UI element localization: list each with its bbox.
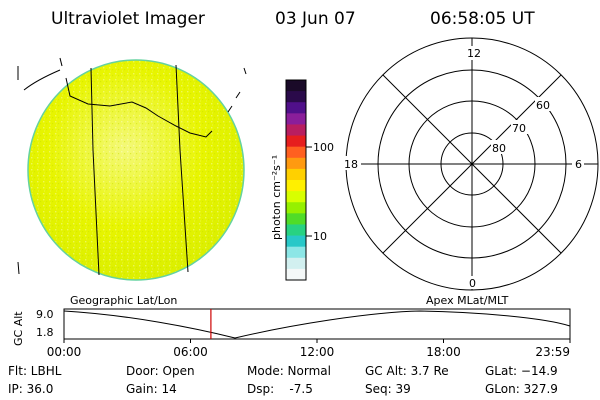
info-gain: Gain: 14: [126, 382, 177, 396]
lat-label-70: 70: [512, 122, 526, 135]
mlt-label-dawn: 6: [575, 158, 582, 171]
time-tick-label-4: 23:59: [535, 345, 570, 359]
colorbar-swatch: [286, 157, 306, 170]
time-tick-label-2: 12:00: [300, 345, 335, 359]
mlt-label-midnight: 0: [469, 277, 476, 290]
colorbar: 100 10 photon cm⁻²s⁻¹: [270, 79, 334, 281]
info-ip: IP: 36.0: [8, 382, 53, 396]
colorbar-tick-label-10: 10: [313, 230, 327, 243]
colorbar-swatch: [286, 235, 306, 248]
colorbar-tick-label-100: 100: [313, 141, 334, 154]
colorbar-swatch: [286, 191, 306, 203]
date-label: 03 Jun 07: [275, 9, 356, 29]
time-tick-label-3: 18:00: [426, 345, 461, 359]
colorbar-swatch: [286, 268, 306, 281]
mlt-label-noon: 12: [467, 47, 481, 60]
time-tick-label-1: 06:00: [173, 345, 208, 359]
limb-tick-right: [243, 67, 247, 75]
polar-diagonal-2: [382, 74, 562, 254]
limb-arc-left: [23, 69, 61, 91]
info-glat: GLat: −14.9: [485, 364, 558, 378]
colorbar-unit-label: photon cm⁻²s⁻¹: [270, 155, 283, 240]
colorbar-swatch: [286, 202, 306, 214]
mlt-label-dusk: 18: [344, 158, 358, 171]
colorbar-swatch: [286, 102, 306, 114]
altitude-curve: [63, 310, 571, 339]
meridian-line-left: [90, 67, 100, 276]
polar-mlt-plot: 12 18 6 0 60 70 80: [343, 37, 599, 291]
info-gc-alt: GC Alt: 3.7 Re: [365, 364, 449, 378]
app-title: Ultraviolet Imager: [51, 9, 205, 29]
uv-image-panel: [17, 57, 247, 281]
lat-label-bg-60: [535, 97, 553, 111]
colorbar-swatch: [286, 246, 306, 259]
time-label: 06:58:05 UT: [430, 9, 535, 29]
info-dsp: Dsp: -7.5: [247, 382, 313, 396]
lat-label-bg-70: [511, 120, 529, 134]
colorbar-swatches: [286, 80, 306, 281]
info-glon: GLon: 327.9: [485, 382, 558, 396]
info-door: Door: Open: [126, 364, 195, 378]
colorbar-swatch: [286, 224, 306, 237]
colorbar-swatch: [286, 146, 306, 159]
gc-alt-axis-label: GC Alt: [12, 311, 25, 346]
mlt-label-bg-top: [465, 46, 481, 60]
colorbar-swatch: [286, 135, 306, 148]
altitude-timeline: Geographic Lat/Lon Apex MLat/MLT GC Alt …: [12, 294, 571, 359]
alt-max-label: 9.0: [36, 308, 54, 321]
lat-label-bg-80: [491, 140, 509, 154]
mlt-label-bg-left: [343, 156, 361, 170]
coastline-outline: [65, 77, 241, 138]
limb-arc-bottom-left: [17, 261, 20, 275]
uv-disk-texture: [29, 61, 243, 279]
timeline-right-caption: Apex MLat/MLT: [426, 294, 509, 307]
info-mode: Mode: Normal: [247, 364, 331, 378]
instrument-info: Flt: LBHL IP: 36.0 Door: Open Gain: 14 M…: [8, 364, 558, 396]
colorbar-swatch: [286, 213, 306, 226]
info-seq: Seq: 39: [365, 382, 411, 396]
colorbar-swatch: [286, 80, 306, 92]
colorbar-swatch: [286, 168, 306, 181]
mlt-label-bg-bottom: [466, 276, 478, 289]
timeline-ticks: [63, 339, 571, 343]
mlt-label-bg-right: [572, 156, 584, 170]
meridian-line-right: [175, 64, 189, 273]
timeline-left-caption: Geographic Lat/Lon: [70, 294, 177, 307]
colorbar-swatch: [286, 180, 306, 192]
colorbar-swatch: [286, 257, 306, 270]
info-filter: Flt: LBHL: [8, 364, 62, 378]
lat-label-60: 60: [536, 99, 550, 112]
colorbar-frame: [285, 79, 307, 281]
timeline-frame: [63, 308, 571, 340]
lat-label-80: 80: [492, 142, 506, 155]
time-tick-label-0: 00:00: [47, 345, 82, 359]
alt-min-label: 1.8: [36, 326, 54, 339]
colorbar-swatch: [286, 113, 306, 126]
colorbar-swatch: [286, 124, 306, 137]
limb-tick-left: [59, 57, 63, 67]
colorbar-swatch: [286, 91, 306, 103]
